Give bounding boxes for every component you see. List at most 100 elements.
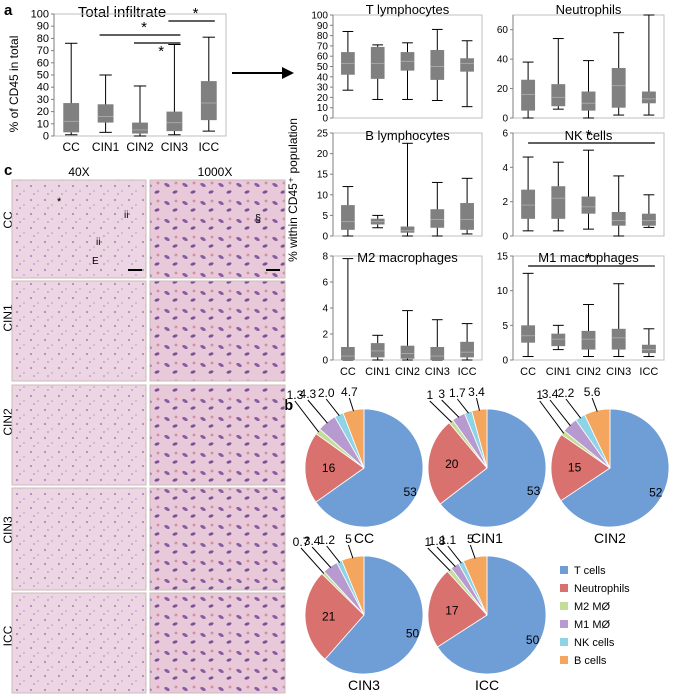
leader-line (441, 399, 460, 418)
b-lymphocytes-title: B lymphocytes (365, 128, 450, 143)
y-tick-label: 0 (43, 131, 49, 143)
y-tick-label: 0 (322, 114, 328, 125)
micrograph-cc-40x (11, 179, 147, 279)
pie-cin3: 50 21 0.73.41.2 5 CIN3 (293, 532, 424, 693)
y-tick-label: 80 (37, 33, 49, 45)
y-tick-label: 30 (317, 83, 329, 94)
pie-legend: T cells Neutrophils M2 MØ M1 MØ NK cells B ce… (560, 565, 630, 667)
box-ICC (641, 91, 656, 104)
category-label: CIN3 (606, 366, 631, 378)
y-tick-label: 60 (317, 52, 329, 63)
leader-line (591, 397, 598, 412)
y-tick-label: 20 (497, 84, 509, 95)
leader-line (311, 546, 332, 568)
marker-ii: ii (124, 210, 128, 221)
leader-line (436, 546, 456, 567)
significance-star: * (141, 19, 147, 36)
leader-line (429, 400, 452, 423)
pie-label: CIN1 (471, 530, 503, 546)
significance-star: * (193, 5, 199, 22)
slice-label: 4.3 (300, 387, 317, 401)
slice-label: 53 (403, 485, 417, 499)
legend-label: M2 MØ (574, 601, 611, 613)
slice-label: 21 (322, 609, 336, 623)
y-tick-label: 50 (37, 70, 49, 82)
marker-asterisk: * (57, 196, 62, 208)
y-tick-label: 5 (502, 321, 508, 332)
slice-label: 1 (536, 388, 543, 402)
micrograph-cin3-40x (11, 487, 147, 591)
legend-label: B cells (574, 655, 607, 667)
box-CIN1 (551, 84, 566, 107)
category-label: CIN2 (126, 140, 154, 154)
m2-macrophages-title: M2 macrophages (357, 250, 458, 265)
y-tick-label: 4 (502, 163, 508, 174)
box-CC (521, 325, 536, 343)
y-tick-label: 90 (317, 21, 329, 32)
b-lymphocytes-chart: 0 5 10 15 20 25 B lymphocytes (317, 128, 483, 243)
marker-ii: ii (96, 237, 100, 248)
category-label: CIN1 (546, 366, 571, 378)
category-label: ICC (458, 366, 477, 378)
box-CIN1 (370, 343, 385, 358)
box-CC (63, 103, 80, 133)
pie-slice (324, 555, 424, 675)
legend-label: M1 MØ (574, 619, 611, 631)
total-infiltrate-title: Total infiltrate (78, 4, 166, 21)
legend-swatch (560, 638, 568, 646)
slice-label: 1.2 (318, 533, 335, 547)
box-CC (341, 347, 355, 360)
legend-swatch (560, 620, 568, 628)
micrograph-icc-40x (11, 592, 147, 694)
slice-label: 4.7 (341, 385, 358, 399)
box-CC (521, 189, 536, 219)
significance-star: * (586, 127, 592, 144)
slice-label: 2.0 (318, 386, 335, 400)
nk-cells-title: NK cells (565, 128, 613, 143)
legend-swatch (560, 584, 568, 592)
y-tick-label: 40 (317, 72, 329, 83)
y-tick-label: 60 (497, 25, 509, 36)
pie-cc: 53 16 1.34.3 2.0 4.7 CC (287, 385, 424, 546)
y-tick-label: 10 (317, 190, 329, 201)
y-tick-label: 0 (502, 232, 508, 243)
m2-macrophages-chart: 0 2 4 6 8 M2 macrophages CC CIN1 CIN2 CIN3 ICC (322, 250, 483, 378)
slice-label: 15 (568, 461, 582, 475)
y-tick-label: 0 (502, 356, 508, 367)
pie-slice (436, 555, 547, 675)
link-arrow-head (282, 67, 294, 79)
leader-line (447, 545, 462, 564)
pie-slice (304, 433, 365, 503)
box-CIN2 (400, 345, 415, 359)
box-CIN3 (611, 328, 626, 350)
micrograph-cin3-1000x (149, 487, 286, 591)
nk-cells-chart: 0 2 4 6 NK cells* (502, 127, 665, 243)
leader-line (469, 544, 476, 559)
neutrophils-title: Neutrophils (556, 2, 622, 17)
box-CIN1 (97, 104, 114, 123)
category-label: ICC (198, 140, 219, 154)
box-CC (521, 79, 536, 111)
category-label: CIN3 (425, 366, 450, 378)
pie-slice (550, 433, 611, 502)
y-tick-label: 6 (322, 278, 328, 289)
box-CIN3 (430, 209, 445, 228)
box-CIN3 (430, 347, 445, 360)
micrograph-cin2-40x (11, 384, 147, 486)
y-tick-label: 70 (317, 41, 329, 52)
slice-label: 20 (445, 457, 459, 471)
y-tick-label: 25 (317, 129, 329, 140)
pie-slice (304, 573, 365, 660)
category-label: CIN3 (161, 140, 189, 154)
slice-label: 3 (438, 387, 445, 401)
category-label: CIN2 (576, 366, 601, 378)
category-label: CC (340, 366, 356, 378)
legend-swatch (560, 656, 568, 664)
leader-line (294, 400, 320, 433)
slice-label: 1.1 (440, 533, 457, 547)
leader-line (325, 398, 340, 417)
t-lymphocytes-title: T lymphocytes (366, 2, 450, 17)
